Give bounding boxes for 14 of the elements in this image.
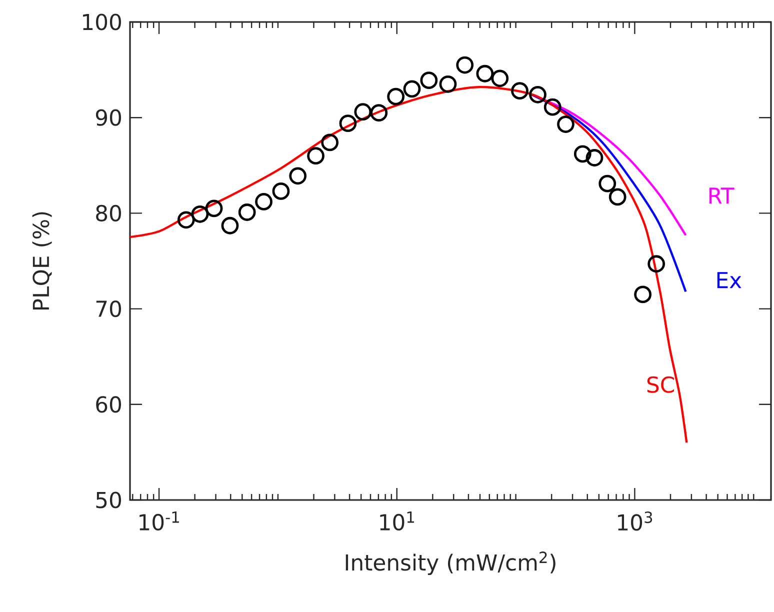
series-label: RT — [709, 188, 734, 204]
x-tick-label: 10$^{-1}$ — [140, 512, 179, 531]
y-tick-label: 70 — [96, 300, 122, 318]
y-tick-label: 90 — [96, 109, 122, 126]
x-axis-title: Intensity (mW/cm$^{2}$) — [346, 552, 556, 576]
y-tick-label: 80 — [96, 204, 122, 222]
y-axis-title: PLQE (%) — [32, 212, 52, 310]
x-tick-label: 10$^{1}$ — [380, 512, 414, 531]
y-tick-label: 50 — [96, 492, 122, 508]
y-tick-label: 100 — [83, 14, 122, 30]
series-label: SC — [647, 376, 674, 393]
x-tick-label: 10$^{3}$ — [618, 512, 652, 531]
y-tick-label: 60 — [96, 396, 122, 413]
series-label: Ex — [717, 272, 742, 288]
